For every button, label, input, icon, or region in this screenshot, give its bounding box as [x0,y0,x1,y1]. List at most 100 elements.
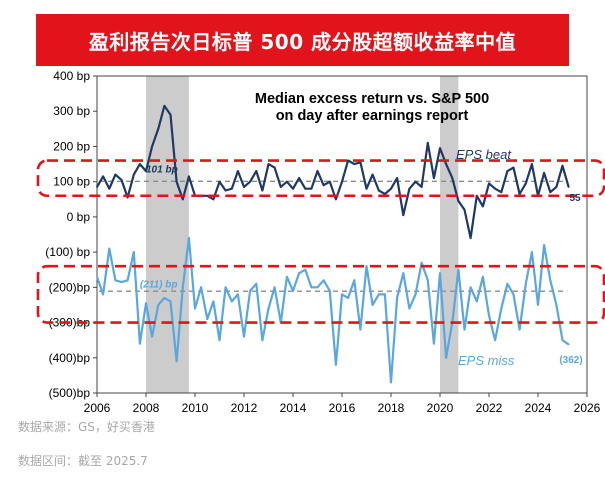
series-labels: EPS beat 101 bp 55 EPS miss (211) bp (362) [140,147,583,368]
eps-beat-point [494,187,497,190]
eps-miss-legend: EPS miss [458,353,515,368]
eps-miss-point [157,304,160,306]
eps-miss-point [543,244,546,246]
eps-miss-point [365,265,368,268]
eps-miss-point [120,281,123,283]
eps-miss-line [95,236,570,384]
eps-beat-point [224,189,227,192]
axis-ticks: 400 bp 300 bp 200 bp 100 bp 0 bp (100) bp (200… [45,69,600,415]
eps-beat-point [426,142,429,144]
eps-miss-point [114,279,117,282]
eps-miss-point [518,328,521,331]
eps-beat-point [402,214,405,217]
miss-highlight-box [36,264,605,324]
eps-miss-point [292,289,294,292]
eps-beat-point [114,173,117,176]
eps-beat-point [145,170,147,172]
eps-miss-point [524,282,527,285]
eps-beat-point [451,177,454,180]
eps-beat-point [230,187,233,190]
eps-miss-point [390,381,392,384]
beat-highlight-box [36,159,605,198]
x-tick-label: 2012 [231,401,258,415]
eps-beat-point [365,187,368,190]
eps-beat-point [108,187,111,190]
eps-miss-point [414,293,417,296]
eps-beat-point [334,198,337,201]
eps-miss-point [249,289,252,292]
x-tick-label: 2018 [378,401,405,415]
eps-beat-point [316,170,319,172]
eps-miss-point [328,289,331,292]
eps-miss-point [181,286,184,289]
eps-beat-point [249,180,252,183]
eps-beat-point [396,177,399,180]
eps-miss-point [426,279,429,282]
eps-beat-point [285,180,288,183]
eps-beat-point [445,163,448,165]
eps-miss-point [310,286,313,289]
eps-miss-point [145,302,147,305]
eps-beat-point [255,170,258,172]
eps-miss-point [537,304,539,306]
eps-beat-point [420,186,423,188]
eps-miss-point [445,356,448,359]
eps-miss-point [175,360,178,363]
eps-miss-point [298,272,301,275]
eps-miss-end-label: (362) [559,355,582,366]
eps-miss-point [555,304,558,306]
eps-miss-point [187,237,190,239]
eps-beat-point [218,180,221,183]
eps-miss-point [194,307,196,310]
eps-miss-point [255,282,258,285]
eps-beat-point [555,186,558,188]
eps-miss-point [341,293,343,296]
eps-miss-point [396,297,399,299]
eps-beat-point [304,187,307,190]
data-source-note: 数据来源：GS，好买香港 [18,420,155,434]
eps-beat-point [279,186,282,188]
eps-beat-point [481,205,484,208]
eps-beat-point [126,196,129,199]
eps-beat-point [120,179,123,181]
eps-miss-point [481,275,484,278]
eps-beat-average-label: 101 bp [146,165,178,176]
eps-beat-end-label: 55 [569,193,581,204]
eps-beat-point [328,180,331,183]
eps-miss-point [267,307,270,310]
x-tick-label: 2026 [574,401,601,415]
eps-miss-point [138,342,141,345]
eps-beat-point [157,127,160,130]
eps-miss-point [224,286,227,289]
eps-beat-point [187,175,190,178]
eps-beat-point [500,191,503,194]
eps-miss-point [530,251,533,254]
eps-miss-point [353,279,356,282]
eps-miss-point [200,286,203,289]
eps-miss-point [236,293,239,296]
eps-beat-point [96,186,98,188]
average-lines [99,180,568,292]
y-tick-label: 200 bp [53,139,90,153]
eps-beat-point [567,186,570,188]
eps-miss-point [169,300,172,303]
eps-beat-point [530,163,533,165]
y-tick-label: 100 bp [53,175,90,189]
eps-miss-point [347,297,350,299]
eps-beat-point [475,194,478,197]
eps-beat-point [163,105,166,107]
eps-miss-point [463,328,466,331]
eps-miss-point [402,272,405,275]
eps-miss-point [212,300,215,303]
x-tick-label: 2016 [329,401,356,415]
eps-miss-point [316,286,319,289]
y-tick-label: (100) bp [45,245,90,259]
eps-miss-point [432,342,435,345]
x-tick-label: 2020 [427,401,454,415]
eps-beat-point [549,191,552,194]
y-tick-label: 300 bp [53,104,90,118]
eps-miss-point [567,343,570,346]
chart-title: Median excess return vs. S&P 500 [255,91,489,107]
eps-beat-point [383,193,386,195]
eps-miss-point [132,251,135,254]
